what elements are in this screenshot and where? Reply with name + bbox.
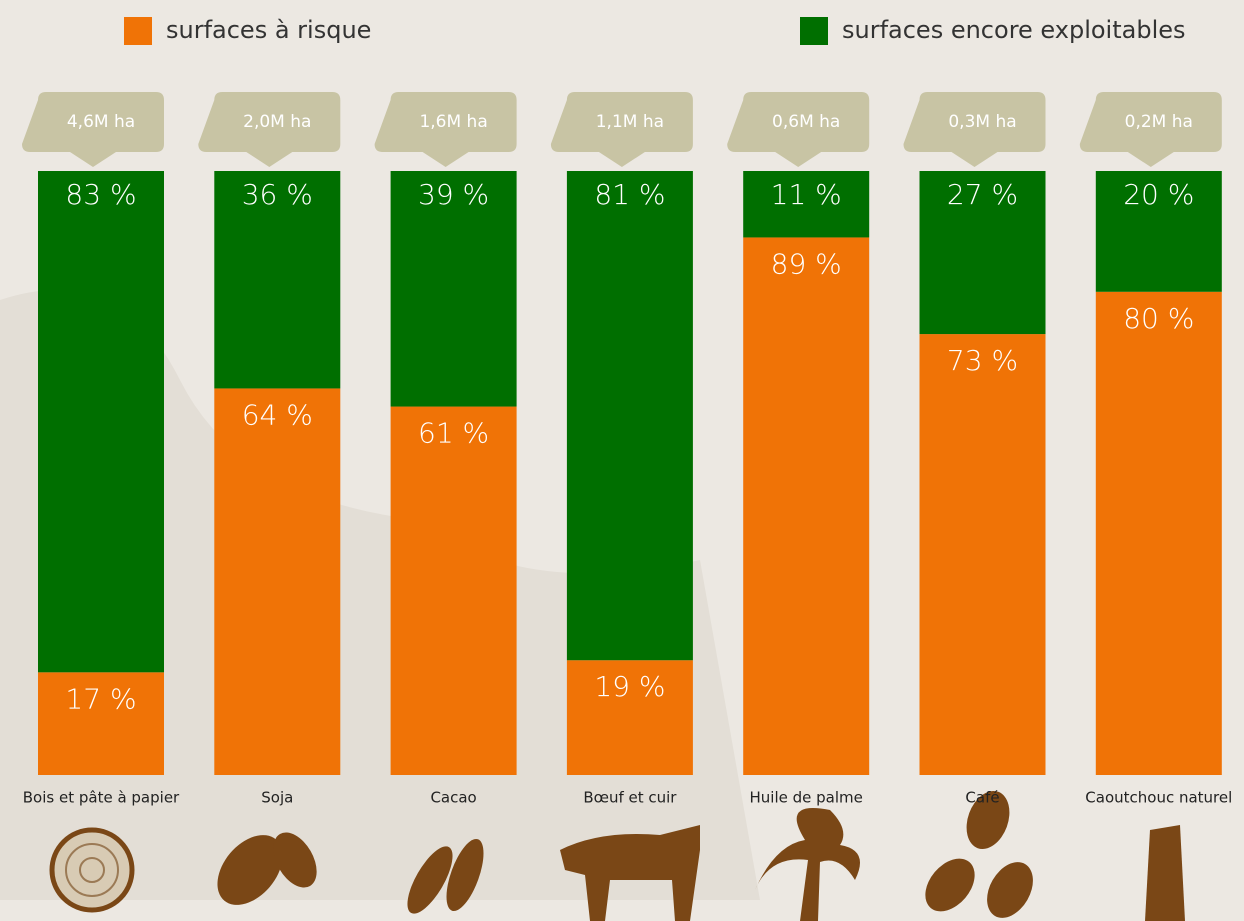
value-label: 27 % bbox=[947, 178, 1018, 211]
legend-label: surfaces à risque bbox=[166, 16, 371, 44]
value-label: 64 % bbox=[242, 398, 313, 431]
value-label: 89 % bbox=[771, 247, 842, 280]
rubber-icon bbox=[1145, 825, 1185, 921]
x-tick-label: Bois et pâte à papier bbox=[23, 789, 180, 807]
legend-swatch bbox=[800, 17, 828, 45]
x-tick-label: Huile de palme bbox=[750, 789, 863, 807]
legend-swatch bbox=[124, 17, 152, 45]
value-label: 17 % bbox=[65, 682, 136, 715]
value-label: 83 % bbox=[65, 178, 136, 211]
callout-label: 1,6M ha bbox=[419, 112, 487, 132]
x-tick-label: Cacao bbox=[430, 789, 476, 807]
value-label: 73 % bbox=[947, 344, 1018, 377]
x-tick-label: Soja bbox=[261, 789, 293, 807]
x-tick-label: Caoutchouc naturel bbox=[1085, 789, 1232, 807]
legend-label: surfaces encore exploitables bbox=[842, 16, 1186, 44]
callout-label: 4,6M ha bbox=[67, 112, 135, 132]
page: surfaces à risque surfaces encore exploit… bbox=[0, 0, 1244, 921]
callout-label: 2,0M ha bbox=[243, 112, 311, 132]
bar-segment bbox=[1096, 292, 1222, 775]
bar-segment bbox=[567, 171, 693, 660]
value-label: 19 % bbox=[594, 670, 665, 703]
value-label: 80 % bbox=[1123, 302, 1194, 335]
callout-label: 0,2M ha bbox=[1125, 112, 1193, 132]
callout-label: 0,3M ha bbox=[948, 112, 1016, 132]
chart: surfaces à risque surfaces encore exploit… bbox=[0, 0, 1244, 921]
value-label: 81 % bbox=[594, 178, 665, 211]
bar-segment bbox=[391, 407, 517, 775]
value-label: 11 % bbox=[771, 178, 842, 211]
wood-icon bbox=[52, 830, 132, 910]
callout-label: 1,1M ha bbox=[596, 112, 664, 132]
callout-label: 0,6M ha bbox=[772, 112, 840, 132]
bar-segment bbox=[920, 334, 1046, 775]
value-label: 61 % bbox=[418, 417, 489, 450]
value-label: 20 % bbox=[1123, 178, 1194, 211]
bar-segment bbox=[743, 237, 869, 775]
value-label: 36 % bbox=[242, 178, 313, 211]
bar-segment bbox=[38, 171, 164, 672]
value-label: 39 % bbox=[418, 178, 489, 211]
x-tick-label: Café bbox=[965, 789, 999, 807]
x-tick-label: Bœuf et cuir bbox=[583, 789, 677, 807]
bar-segment bbox=[214, 388, 340, 775]
